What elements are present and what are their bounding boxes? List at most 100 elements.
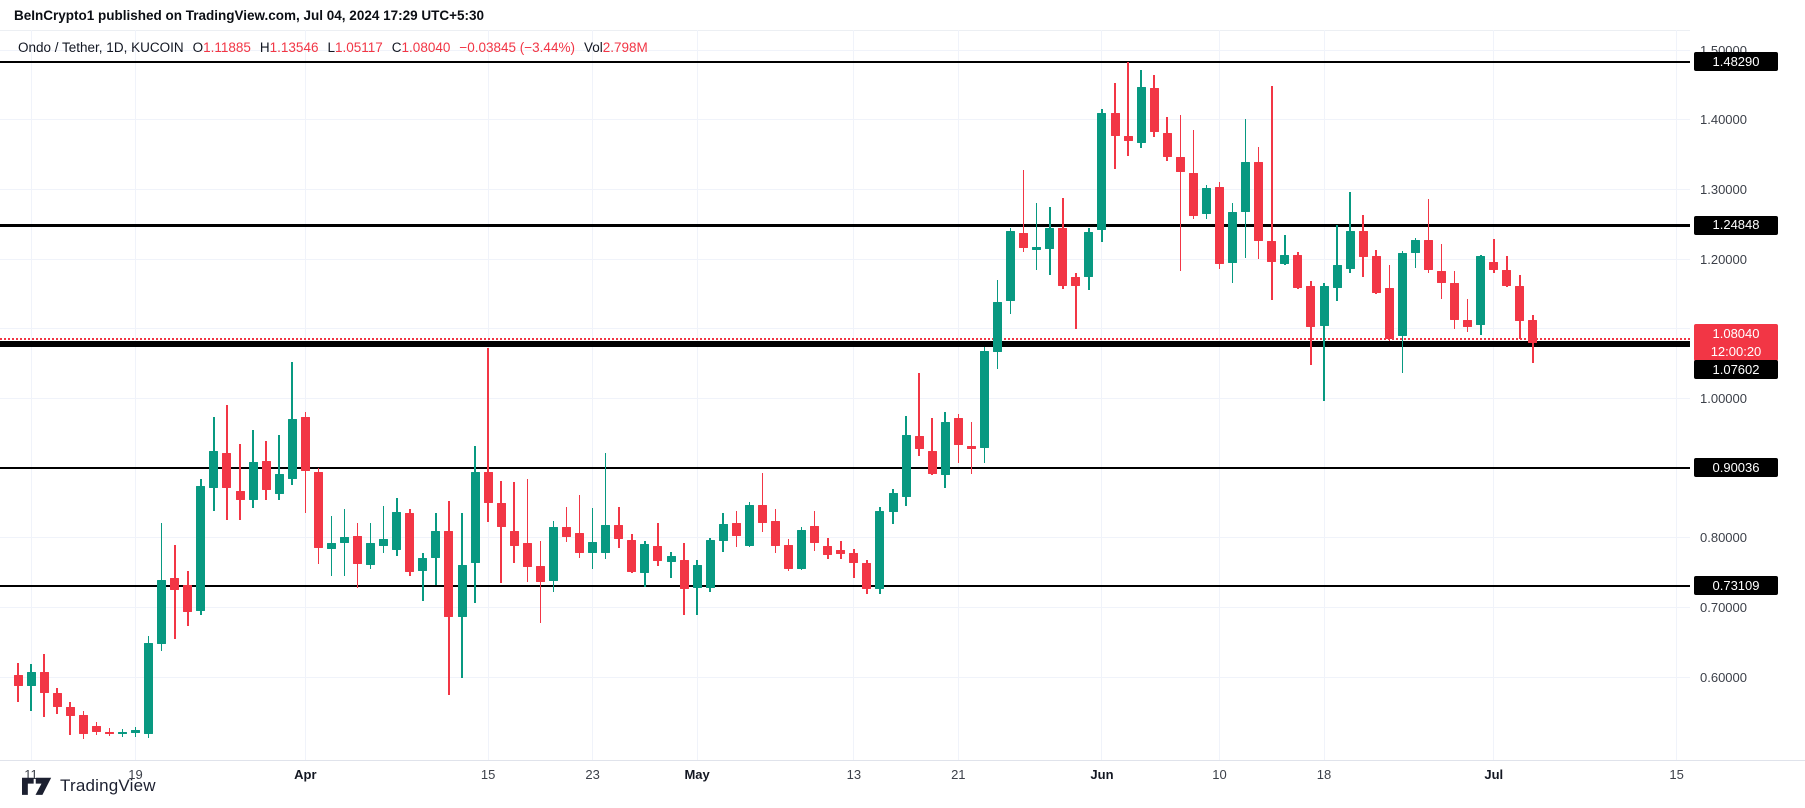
candle-body-up <box>431 530 441 559</box>
candle-body-down <box>261 461 271 491</box>
chart-plot-area[interactable]: Ondo / Tether, 1D, KUCOIN O1.11885 H1.1354… <box>0 0 1690 760</box>
candle-body-up <box>588 542 598 553</box>
candle-wick-down <box>526 478 529 582</box>
candle-body-down <box>1463 319 1473 327</box>
candle-body-down <box>1358 231 1368 257</box>
candle-body-up <box>1397 252 1407 337</box>
candle-body-up <box>1332 265 1342 289</box>
price-gridline <box>0 188 1690 190</box>
candle-body-down <box>862 562 872 589</box>
price-gridline <box>0 607 1690 609</box>
time-axis-label: 10 <box>1212 767 1227 782</box>
chart-legend: Ondo / Tether, 1D, KUCOIN O1.11885 H1.1354… <box>18 40 648 55</box>
low-label: L <box>327 40 335 55</box>
candle-wick-up <box>278 435 280 500</box>
price-axis-label: 0.70000 <box>1700 600 1747 616</box>
candle-body-up <box>979 351 989 448</box>
candle-body-up <box>901 435 911 497</box>
candle-body-up <box>196 485 206 612</box>
date-gridline <box>957 30 959 760</box>
candle-wick-up <box>670 551 672 579</box>
badge-price-text: 0.90036 <box>1712 459 1760 475</box>
candle-body-down <box>914 436 924 450</box>
candle-body-down <box>353 535 363 565</box>
candle-body-up <box>875 511 885 589</box>
candle-wick-down <box>1492 238 1495 274</box>
time-axis-label: 13 <box>846 767 862 782</box>
price-gridline <box>0 398 1690 399</box>
candle-body-down <box>1188 172 1198 216</box>
candle-wick-down <box>69 701 72 736</box>
price-gridline <box>0 258 1690 260</box>
candle-body-down <box>65 706 75 716</box>
candle-body-up <box>326 542 336 550</box>
candle-body-down <box>1175 156 1185 172</box>
candle-wick-down <box>931 418 933 476</box>
candle-body-down <box>1162 132 1172 158</box>
candle-body-down <box>483 472 493 504</box>
level-price-badge: 0.90036 <box>1694 458 1778 478</box>
time-axis-label: 18 <box>1316 767 1332 782</box>
time-axis-label: 15 <box>480 767 496 782</box>
current-price-badge: 1.08040 12:00:20 <box>1694 324 1778 362</box>
candle-wick-down <box>513 482 516 563</box>
price-axis-label: 1.20000 <box>1700 251 1747 267</box>
candle-body-down <box>1058 228 1068 286</box>
price-axis[interactable]: 1.500001.400001.300001.200001.100001.000… <box>1690 0 1805 760</box>
candle-body-down <box>78 714 88 734</box>
candle-body-up <box>1410 239 1420 253</box>
close-value: 1.08040 <box>401 40 451 55</box>
candle-body-down <box>1423 239 1433 270</box>
horizontal-level-line <box>0 466 1690 470</box>
candle-body-down <box>1489 261 1499 270</box>
candle-wick-down <box>1127 61 1129 156</box>
candle-body-down <box>1254 162 1264 241</box>
candle-wick-down <box>487 348 489 522</box>
date-gridline <box>696 30 698 760</box>
candle-body-up <box>692 565 702 589</box>
candle-wick-up <box>1323 283 1325 401</box>
tradingview-logo-icon <box>22 777 52 796</box>
candle-wick-down <box>1179 114 1182 271</box>
close-label: C <box>391 40 402 55</box>
open-label: O <box>192 40 204 55</box>
candle-wick-down <box>173 544 176 639</box>
candle-body-up <box>26 672 36 687</box>
level-price-badge: 1.48290 <box>1694 52 1778 72</box>
price-axis-label: 1.40000 <box>1700 112 1747 128</box>
time-axis-label: Jun <box>1090 767 1114 782</box>
candle-body-up <box>797 529 807 569</box>
candle-body-down <box>627 539 637 573</box>
candle-body-up <box>1084 231 1094 278</box>
time-axis[interactable]: 11 19 Apr 15 23 May 13 21 Jun 10 18 Jul 15 <box>0 760 1805 791</box>
date-gridline <box>1101 30 1103 760</box>
candle-body-up <box>888 493 898 513</box>
candle-body-up <box>470 472 480 563</box>
candle-wick-down <box>918 372 920 457</box>
date-gridline <box>30 30 32 760</box>
price-axis-label: 0.60000 <box>1700 669 1747 685</box>
candle-body-down <box>770 521 780 547</box>
candle-wick-up <box>604 452 607 559</box>
candle-body-down <box>1215 186 1225 264</box>
candle-body-down <box>731 523 741 537</box>
horizontal-level-line <box>0 224 1690 227</box>
candle-body-up <box>144 643 154 734</box>
candle-body-up <box>1136 86 1146 143</box>
volume-label: Vol <box>583 40 603 55</box>
high-label: H <box>259 40 270 55</box>
candle-body-down <box>849 553 859 563</box>
symbol-title[interactable]: Ondo / Tether, 1D, KUCOIN <box>18 40 184 55</box>
candle-wick-down <box>500 481 502 583</box>
candle-wick-down <box>1075 273 1077 329</box>
tradingview-attribution[interactable]: TradingView <box>22 773 156 799</box>
candle-body-down <box>222 452 232 489</box>
candle-body-down <box>405 512 415 573</box>
candle-body-down <box>784 544 794 569</box>
candle-body-up <box>1241 162 1251 212</box>
candle-wick-up <box>1035 203 1038 270</box>
current-price-line <box>0 337 1690 340</box>
time-axis-label: Jul <box>1484 767 1504 782</box>
candle-body-up <box>666 556 676 562</box>
candle-body-down <box>91 726 101 732</box>
